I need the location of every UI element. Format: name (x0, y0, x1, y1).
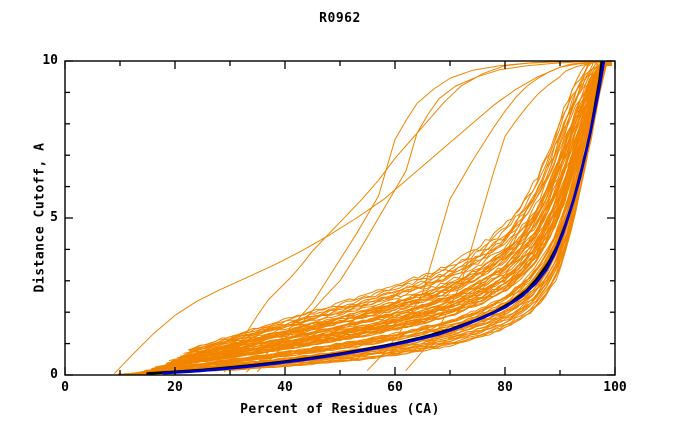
reference-blue (162, 61, 606, 375)
x-tick-label: 0 (61, 380, 69, 395)
ensemble-curve (165, 61, 610, 366)
ensemble-curve (191, 61, 612, 350)
ensemble-curve (167, 61, 610, 367)
axes-layer (64, 60, 616, 376)
x-tick-label: 60 (387, 380, 403, 395)
ensemble-curve (191, 61, 611, 352)
ensemble-curve (166, 61, 612, 364)
y-tick-label: 10 (42, 53, 58, 68)
x-tick-label: 100 (603, 380, 627, 395)
y-tick-label: 5 (50, 210, 58, 225)
curves-layer (114, 61, 612, 375)
ensemble-outlier-2 (224, 61, 588, 373)
ensemble-outlier-5 (367, 61, 599, 371)
chart-title: R0962 (319, 11, 361, 26)
ensemble-outlier-4 (257, 61, 594, 372)
plot-inner (114, 61, 612, 375)
ensemble-curve (178, 61, 612, 362)
x-tick-label: 40 (277, 380, 293, 395)
ensemble-curve (155, 61, 607, 369)
ensemble-curve (182, 61, 612, 359)
ensemble-curve (156, 61, 612, 369)
ensemble-curve (180, 61, 611, 357)
x-tick-label: 80 (497, 380, 513, 395)
ensemble-curve (185, 61, 610, 358)
ensemble-curve (189, 61, 612, 351)
ensemble-outlier-6 (405, 61, 605, 371)
y-tick-label: 0 (50, 367, 58, 382)
ensemble-curve (184, 61, 612, 357)
y-axis-label: Distance Cutoff, A (32, 142, 48, 293)
x-axis-label: Percent of Residues (CA) (240, 402, 440, 417)
ensemble-curve (170, 61, 612, 365)
ensemble-curve (189, 61, 612, 353)
ensemble-curve (145, 61, 610, 371)
ensemble-curve (148, 61, 612, 371)
x-tick-label: 20 (167, 380, 183, 395)
ensemble-curve (157, 61, 612, 369)
ensemble-outlier-3 (246, 61, 583, 373)
ensemble-curve (188, 61, 612, 351)
ensemble-curve (145, 61, 612, 372)
